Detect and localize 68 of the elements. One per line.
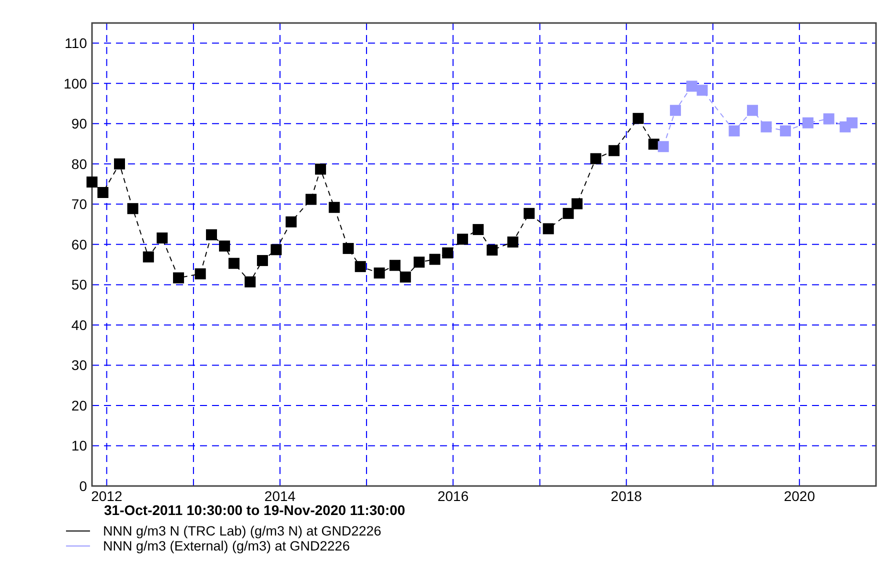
x-tick-label: 2016 [437,488,469,504]
point [670,104,681,116]
point [173,272,184,284]
point [486,244,498,256]
point [524,208,535,219]
point [256,255,268,266]
point [608,145,620,156]
point [286,216,297,228]
y-tick-label: 90 [71,116,88,132]
x-axis-title: 31-Oct-2011 10:30:00 to 19-Nov-2020 11:30:00 [104,502,406,518]
point [780,125,791,136]
x-tick-label: 2020 [784,488,816,504]
point [542,223,554,234]
point [244,276,256,288]
point [442,247,454,258]
point [194,268,206,280]
point [507,236,518,248]
point [658,141,669,152]
point [746,104,758,116]
point [228,258,240,269]
y-tick-label: 110 [64,35,88,52]
y-tick-label: 40 [71,316,88,333]
legend-label: NNN g/m3 N (TRC Lab) (g/m3 N) at GND2226 [103,524,382,539]
point [686,80,698,92]
y-tick-label: 70 [71,196,88,212]
y-tick-label: 60 [71,236,88,252]
point [429,254,440,265]
y-tick-label: 20 [71,397,88,414]
point [97,187,108,198]
point [114,158,125,170]
point [127,203,138,214]
legend-label: NNN g/m3 (External) (g/m3) at GND2226 [103,538,350,554]
x-tick-label: 2018 [610,488,642,504]
point [389,260,400,271]
point [572,198,583,210]
point [86,176,98,188]
point [156,232,168,244]
point [219,240,230,252]
point [632,112,644,124]
x-tick-label: 2014 [264,488,296,504]
point [342,242,354,254]
point [400,272,411,283]
point [846,117,858,128]
point [206,229,217,240]
point [472,224,484,236]
y-tick-label: 0 [79,478,88,494]
point [270,244,282,256]
point [823,113,834,124]
y-tick-label: 80 [71,156,88,172]
y-tick-label: 30 [71,357,88,374]
point [760,121,772,132]
point [328,202,340,213]
point [457,234,468,245]
point [142,251,154,262]
y-tick-label: 100 [64,75,88,92]
point [374,268,385,279]
y-tick-label: 50 [71,276,88,293]
point [414,256,425,268]
x-tick-label: 2012 [91,488,122,504]
point [306,194,317,205]
point [802,117,814,128]
point [354,261,366,272]
point [696,84,708,96]
point [590,153,602,164]
point [562,208,574,219]
point [728,125,740,136]
y-tick-label: 10 [71,438,88,454]
point [315,164,326,175]
